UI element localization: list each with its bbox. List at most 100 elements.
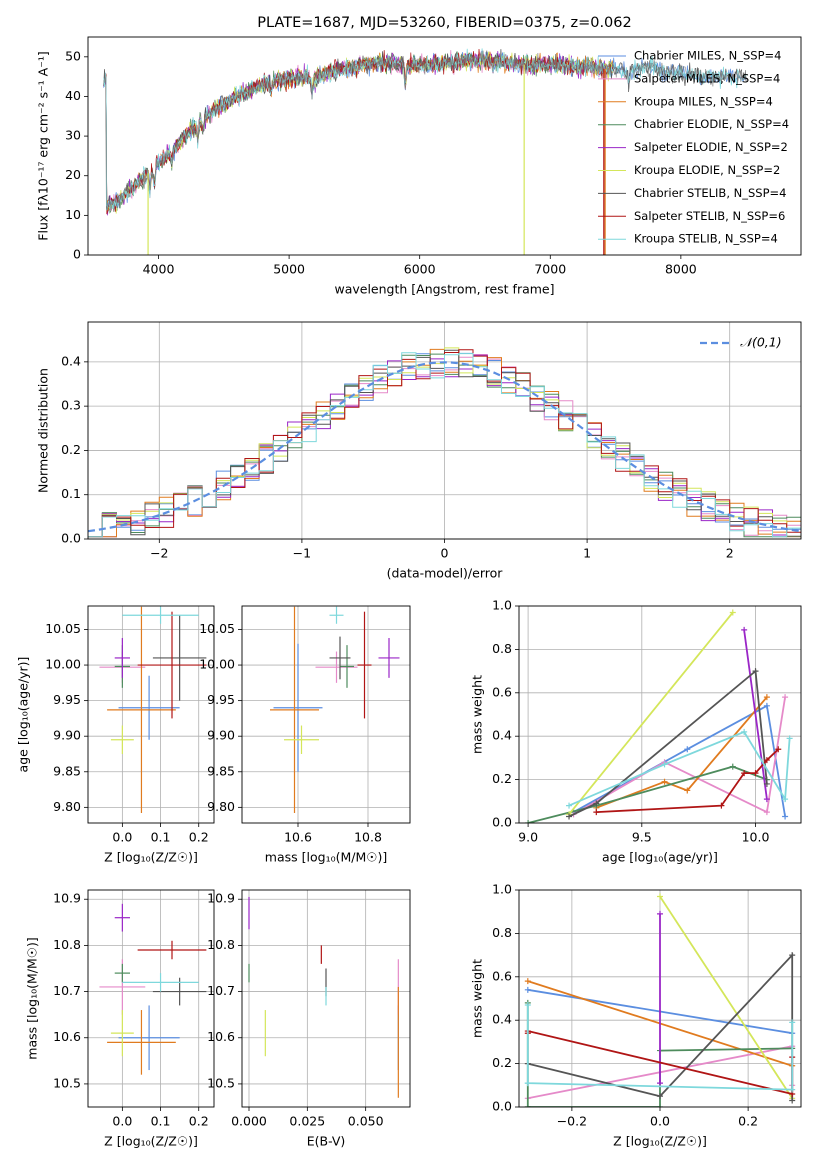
x-tick-label: 10.6	[284, 830, 312, 845]
errorbar-kroupa_elodie	[284, 725, 319, 754]
errorbar-kroupa_elodie	[110, 1010, 134, 1057]
axes-frame	[241, 605, 411, 824]
x-tick-label: 8000	[665, 262, 697, 277]
weight-marker-chabrier_stelib	[752, 668, 759, 675]
weight-marker-salpeter_elodie	[657, 1080, 663, 1087]
axes-frame	[241, 889, 411, 1108]
errorbar-kroupa_miles	[270, 606, 319, 814]
y-tick-label: 0.8	[492, 641, 512, 656]
y-tick-label: 0.0	[492, 1099, 512, 1114]
axes-frame	[87, 321, 802, 540]
axes-frame	[518, 889, 802, 1108]
chart-weight_vs_Z: −0.2 0.0 0.2 0.0 0.2 0.4 0.6 0.8 1.0 Z [log₁₀(Z/Z…	[470, 882, 802, 1149]
legend-entry: Chabrier ELODIE, N_SSP=4	[634, 117, 789, 131]
y-axis-label: mass [log₁₀(M/M☉)]	[25, 937, 40, 1059]
weight-marker-salpeter_stelib	[752, 770, 759, 777]
chart-residuals: −2 −1 0 1 2 0.0 0.1 0.2 0.3 0.4 (data-model)/error…	[36, 321, 802, 581]
grid	[88, 890, 214, 1107]
y-tick-label: 0.0	[61, 531, 81, 546]
y-tick-label: 0.6	[492, 684, 512, 699]
spectrum-line-kroupa_stelib	[103, 48, 747, 211]
plot-area	[99, 903, 207, 1075]
spectrum-line-kroupa_elodie	[103, 51, 614, 214]
x-tick-label: 7000	[534, 262, 566, 277]
weight-marker-chabrier_miles	[763, 702, 770, 709]
y-tick-label: 10.5	[53, 1075, 81, 1090]
errorbar-chabrier_stelib	[152, 615, 207, 701]
weight-marker-kroupa_stelib	[741, 728, 748, 735]
weight-marker-salpeter_miles	[763, 809, 770, 816]
normal-curve	[88, 361, 801, 533]
weight-marker-salpeter_stelib	[763, 757, 770, 764]
x-axis-label: Z [log₁₀(Z/Z☉)]	[104, 1134, 198, 1149]
weight-marker-chabrier_elodie	[525, 820, 532, 823]
y-tick-label: 40	[65, 88, 81, 103]
x-tick-label: 4000	[143, 262, 175, 277]
plot-area	[103, 48, 747, 255]
y-axis-label: Flux [fλ10⁻¹⁷ erg cm⁻² s⁻¹ A⁻¹]	[36, 51, 51, 240]
y-tick-label: 9.85	[207, 763, 235, 778]
plot-area	[525, 609, 793, 823]
weight-marker-kroupa_miles	[763, 694, 770, 701]
x-tick-label: −1	[293, 546, 311, 561]
x-tick-label: 2	[726, 546, 734, 561]
weight-line-chabrier_stelib	[568, 669, 768, 818]
legend-entry: Salpeter ELODIE, N_SSP=2	[634, 140, 788, 154]
errorbar-kroupa_stelib	[122, 606, 199, 624]
spectrum-data-line	[103, 50, 747, 211]
y-tick-label: 0.0	[492, 815, 512, 830]
plot-area	[524, 893, 796, 1107]
x-axis-label: Z [log₁₀(Z/Z☉)]	[104, 850, 198, 865]
chart-mass_vs_ebv: 0.000 0.025 0.050 10.5 10.6 10.7 10.8 10.9 E(B-V…	[207, 889, 411, 1149]
x-tick-label: 9.5	[632, 830, 652, 845]
y-tick-label: 10.05	[199, 621, 235, 636]
errorbar-chabrier_elodie	[114, 963, 130, 983]
y-tick-label: 9.80	[207, 799, 235, 814]
weight-marker-salpeter_stelib	[593, 809, 600, 816]
x-axis-label: mass [log₁₀(M/M☉)]	[265, 850, 387, 865]
weight-marker-kroupa_stelib	[789, 1019, 796, 1026]
x-tick-label: 1	[583, 546, 591, 561]
grid	[242, 606, 410, 823]
x-tick-label: 10.8	[354, 830, 382, 845]
weight-line-salpeter_miles	[573, 696, 786, 816]
errorbar-kroupa_stelib	[329, 606, 344, 624]
x-tick-label: 0.2	[189, 1114, 209, 1129]
y-tick-label: 0.4	[61, 353, 81, 368]
legend-entry: Salpeter STELIB, N_SSP=6	[634, 209, 785, 223]
errorbar-salpeter_stelib	[357, 611, 372, 719]
x-tick-label: 0.2	[189, 830, 209, 845]
y-tick-label: 0.2	[492, 1055, 512, 1070]
y-tick-label: 0.2	[492, 771, 512, 786]
weight-marker-kroupa_stelib	[782, 796, 789, 803]
errorbar-kroupa_stelib	[122, 973, 199, 992]
chart-age_vs_mass: 10.6 10.8 9.80 9.85 9.90 9.95 10.00 10.05 mass […	[199, 605, 411, 865]
y-tick-label: 9.90	[207, 728, 235, 743]
weight-line-chabrier_miles	[573, 704, 786, 817]
weight-marker-salpeter_stelib	[718, 802, 725, 809]
plot-area	[270, 606, 400, 814]
weight-line-salpeter_stelib	[596, 748, 779, 813]
x-tick-label: 0.0	[112, 1114, 132, 1129]
x-tick-label: 0.0	[112, 830, 132, 845]
x-tick-label: 10.0	[742, 830, 770, 845]
weight-marker-kroupa_stelib	[786, 735, 793, 742]
weight-marker-kroupa_miles	[684, 787, 691, 794]
y-tick-label: 0	[73, 247, 81, 262]
errorbar-chabrier_stelib	[329, 636, 351, 680]
weight-marker-kroupa_miles	[661, 778, 668, 785]
legend: Chabrier MILES, N_SSP=4 Salpeter MILES, N…	[598, 49, 789, 246]
weight-marker-kroupa_elodie	[729, 609, 736, 616]
errorbar-kroupa_miles	[107, 606, 176, 814]
weight-marker-chabrier_stelib	[789, 952, 796, 959]
y-tick-label: 10	[65, 207, 81, 222]
y-tick-label: 9.85	[53, 763, 81, 778]
weight-marker-kroupa_stelib	[661, 761, 668, 768]
errorbar-kroupa_elodie	[110, 725, 134, 754]
errorbar-chabrier_miles	[118, 1005, 180, 1071]
x-tick-label: 0	[441, 546, 449, 561]
chart-weight_vs_age: 9.0 9.5 10.0 0.0 0.2 0.4 0.6 0.8 1.0 age [log₁₀(a…	[470, 598, 802, 865]
plot-area	[248, 896, 399, 1098]
x-axis-label: age [log₁₀(age/yr)]	[602, 850, 718, 865]
